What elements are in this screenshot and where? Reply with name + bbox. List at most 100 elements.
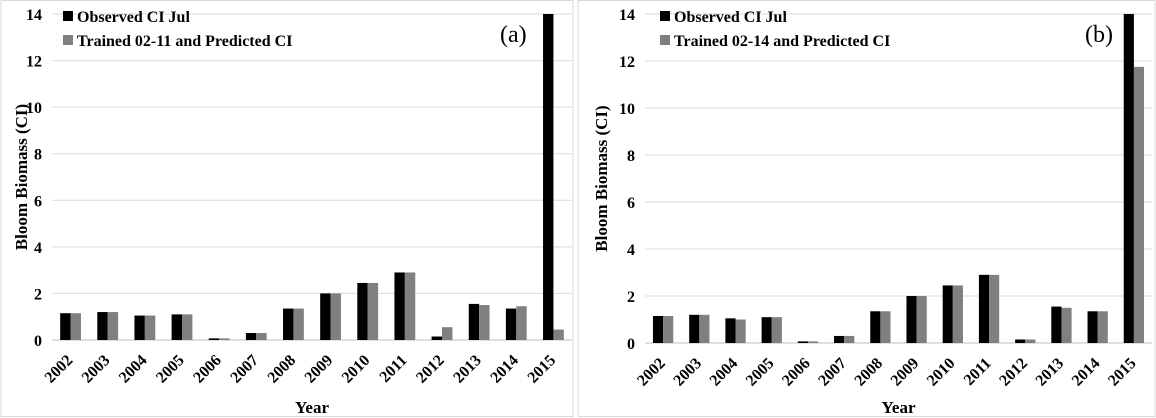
x-tick-label: 2014 (1069, 355, 1104, 390)
bar-predicted (553, 329, 564, 340)
bar-observed (1123, 14, 1134, 343)
bar-observed (283, 308, 294, 340)
legend: Observed CI Jul Trained 02-14 and Predict… (660, 9, 890, 50)
x-tick-label: 2007 (815, 355, 850, 390)
bar-observed (320, 293, 331, 340)
y-tick-label: 14 (26, 7, 42, 24)
x-tick-label: 2005 (743, 355, 778, 390)
bar-observed (797, 341, 808, 343)
bar-predicted (844, 335, 855, 343)
legend-label: Observed CI Jul (77, 9, 190, 26)
x-tick-label: 2009 (888, 355, 923, 390)
bar-predicted (256, 333, 267, 340)
bar-observed (942, 285, 953, 343)
bar-observed (171, 314, 182, 340)
panel-frame (577, 0, 1156, 417)
bar-predicted (1061, 307, 1072, 343)
bar-observed (134, 315, 145, 340)
bar-observed (394, 272, 405, 340)
bar-observed (505, 308, 517, 340)
bar-observed (870, 311, 881, 343)
bar-observed (1051, 306, 1062, 343)
bar-predicted (70, 313, 81, 340)
x-tick-label: 2014 (487, 352, 522, 387)
x-tick-label: 2012 (996, 355, 1031, 390)
bar-observed (468, 303, 480, 340)
y-tick-label: 4 (627, 242, 635, 259)
x-tick-label: 2008 (852, 355, 887, 390)
bar-observed (1015, 339, 1026, 343)
x-tick-label: 2015 (1105, 355, 1140, 390)
y-tick-label: 0 (34, 333, 42, 350)
bar-observed (978, 274, 990, 343)
bar-observed (543, 14, 554, 340)
bar-predicted (771, 317, 782, 343)
x-tick-label: 2002 (634, 355, 669, 390)
bar-predicted (107, 312, 119, 340)
y-axis-title: Bloom Biomass (CI) (592, 105, 611, 251)
bar-predicted (479, 305, 490, 340)
x-tick-label: 2011 (961, 355, 995, 389)
legend: Observed CI Jul Trained 02-11 and Predict… (63, 9, 292, 50)
legend-swatch (660, 35, 670, 45)
y-tick-label: 10 (619, 101, 635, 118)
y-tick-label: 8 (34, 147, 42, 164)
y-tick-label: 6 (627, 195, 635, 212)
y-tick-label: 12 (619, 54, 635, 71)
bar-predicted (442, 327, 453, 340)
x-tick-label: 2008 (265, 352, 300, 387)
bar-observed (60, 313, 71, 340)
bar-observed (1087, 311, 1098, 343)
x-tick-label: 2015 (525, 352, 560, 387)
panel-label: (b) (1085, 22, 1113, 48)
bar-predicted (367, 282, 379, 340)
bar-predicted (182, 314, 193, 340)
bar-predicted (952, 285, 963, 343)
bar-observed (208, 338, 220, 340)
bar-predicted (735, 319, 746, 343)
bar-observed (97, 312, 108, 340)
x-axis-title: Year (295, 398, 329, 417)
bar-observed (431, 336, 442, 340)
bar-observed (834, 335, 845, 343)
bar-observed (689, 314, 700, 343)
y-axis-title: Bloom Biomass (CI) (12, 104, 31, 250)
bar-predicted (663, 315, 674, 343)
panel-frame (0, 0, 574, 417)
legend-swatch (63, 35, 73, 45)
x-tick-label: 2009 (302, 352, 337, 387)
bar-predicted (989, 274, 1000, 343)
x-tick-label: 2010 (924, 355, 959, 390)
x-tick-label: 2004 (116, 352, 151, 387)
x-tick-label: 2006 (190, 352, 225, 387)
x-tick-label: 2007 (227, 352, 262, 387)
x-tick-label: 2003 (79, 352, 114, 387)
bar-predicted (219, 338, 230, 340)
bar-predicted (144, 315, 156, 340)
bar-observed (245, 333, 257, 340)
y-tick-label: 10 (26, 100, 42, 117)
x-tick-label: 2002 (42, 352, 77, 387)
x-tick-label: 2013 (1033, 355, 1068, 390)
y-tick-label: 14 (619, 7, 635, 24)
x-tick-label: 2010 (339, 352, 374, 387)
x-axis-title: Year (882, 398, 916, 417)
x-tick-label: 2005 (153, 352, 188, 387)
x-tick-label: 2011 (377, 352, 411, 386)
bar-predicted (330, 293, 341, 340)
y-tick-label: 0 (627, 336, 635, 353)
bar-predicted (516, 306, 527, 340)
y-tick-label: 8 (627, 148, 635, 165)
legend-label: Trained 02-11 and Predicted CI (77, 33, 292, 50)
x-tick-label: 2006 (779, 355, 814, 390)
bar-observed (652, 315, 664, 343)
y-tick-label: 2 (34, 286, 42, 303)
bar-predicted (1133, 66, 1145, 343)
bar-predicted (404, 272, 416, 340)
x-tick-label: 2013 (450, 352, 485, 387)
y-tick-label: 6 (34, 193, 42, 210)
legend-label: Trained 02-14 and Predicted CI (674, 33, 890, 50)
bar-predicted (916, 296, 927, 343)
